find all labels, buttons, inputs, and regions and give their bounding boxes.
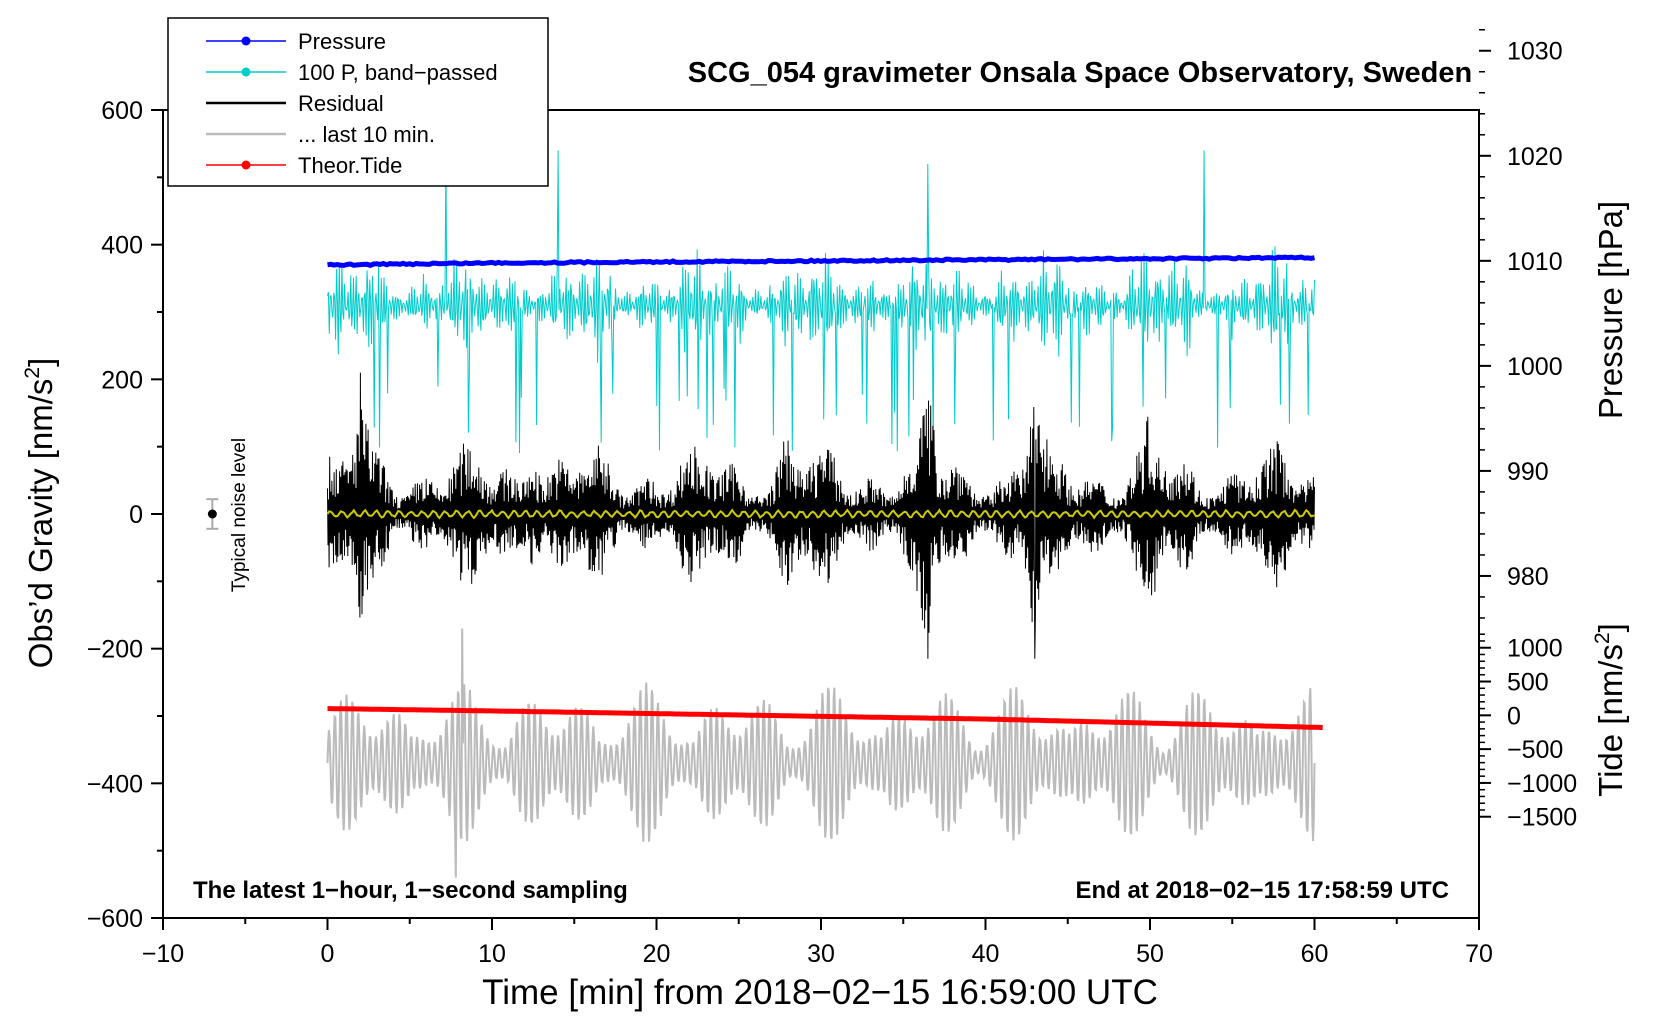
legend-marker [241,36,251,46]
series-layer [326,150,1323,878]
x-tick-label: 60 [1301,940,1329,968]
tide-tick-label: 0 [1507,702,1521,730]
tide-tick-label: −500 [1507,736,1563,764]
series-last10min-line [326,628,1316,878]
tide-tick-label: −1500 [1507,804,1577,832]
annotation-bottom-left: The latest 1−hour, 1−second sampling [193,877,628,904]
legend-marker [241,67,251,77]
y-axis-label: Obs’d Gravity [nm/s2] [21,358,59,669]
x-tick-label: 10 [478,940,506,968]
pressure-tick-label: 1000 [1507,353,1563,381]
noise-indicator [206,498,219,530]
x-tick-label: 40 [972,940,1000,968]
y-tick-label: −600 [87,905,143,933]
y-axis-label-main: Obs’d Gravity [nm/s [22,379,59,669]
legend-label: ... last 10 min. [298,122,435,147]
x-tick-label: 70 [1465,940,1493,968]
annotation-bottom-right: End at 2018−02−15 17:58:59 UTC [1075,877,1449,904]
x-tick-label: 20 [643,940,671,968]
y-tick-label: −200 [87,636,143,664]
y-tick-label: 400 [101,232,143,260]
x-axis-label: Time [min] from 2018−02−15 16:59:00 UTC [482,973,1158,1012]
legend-marker [241,160,251,170]
series-residual-smoothed-line [326,508,1315,520]
legend-label: Pressure [298,29,386,54]
pressure-axis-label: Pressure [hPa] [1592,201,1629,419]
y-tick-label: 600 [101,97,143,125]
y-axis-label-close: ] [22,358,59,367]
legend-label: Residual [298,91,384,116]
tide-axis-label-close: ] [1592,623,1629,632]
tide-axis-label-main: Tide [nm/s [1592,644,1629,797]
legend: Pressure 100 P, band−passed Residual ... la… [167,17,549,187]
series-tide-line [327,706,1323,730]
tide-axis-label-sup: 2 [1591,632,1614,644]
pressure-tick-label: 990 [1507,458,1549,486]
series-pressure-line [327,254,1315,268]
pressure-tick-label: 1010 [1507,248,1563,276]
x-tick-label: 50 [1136,940,1164,968]
series-bandpassed-line [327,150,1315,454]
tide-tick-label: −1000 [1507,770,1577,798]
chart-title: SCG_054 gravimeter Onsala Space Observat… [688,57,1472,89]
legend-label: 100 P, band−passed [298,60,498,85]
x-tick-label: −10 [142,940,184,968]
pressure-tick-label: 980 [1507,563,1549,591]
tide-tick-label: 500 [1507,669,1549,697]
x-tick-label: 0 [321,940,335,968]
axis-layer: −10 0 10 20 30 40 50 60 70−600−400−2000200400600… [87,28,1577,968]
y-tick-label: 0 [129,501,143,529]
legend-label: Theor.Tide [298,153,402,178]
tide-axis-label: Tide [nm/s2] [1591,623,1629,797]
pressure-tick-label: 1020 [1507,143,1563,171]
noise-point [207,509,217,519]
y-tick-label: −400 [87,770,143,798]
noise-label: Typical noise level [229,438,250,592]
y-tick-label: 200 [101,366,143,394]
x-tick-label: 30 [807,940,835,968]
tide-tick-label: 1000 [1507,635,1563,663]
pressure-tick-label: 1030 [1507,38,1563,66]
legend-box [167,17,549,187]
series-residual-line [327,372,1315,659]
y-axis-label-sup: 2 [21,367,44,379]
